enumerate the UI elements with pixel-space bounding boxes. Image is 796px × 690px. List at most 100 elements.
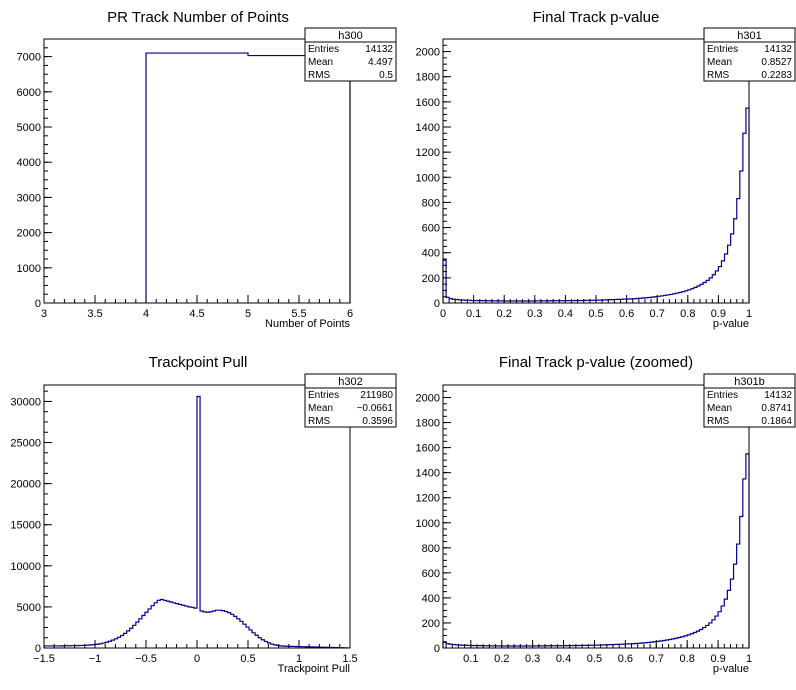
x-tick-label: 0 [194, 653, 200, 665]
stats-box-frame [703, 27, 796, 82]
x-tick-label: 0.7 [649, 653, 664, 665]
stats-box-value: 14132 [764, 390, 792, 401]
y-tick-label: 400 [422, 248, 440, 260]
x-tick-label: 3.5 [87, 308, 102, 320]
x-tick-label: 0.9 [711, 308, 726, 320]
y-tick-label: 1800 [416, 418, 440, 430]
y-tick-label: 800 [422, 197, 440, 209]
y-tick-label: 800 [422, 543, 440, 555]
histogram-series [43, 395, 351, 649]
x-tick-label: 0.3 [527, 308, 542, 320]
x-tick-label: 6 [347, 308, 353, 320]
y-tick-label: 0 [35, 643, 41, 655]
x-tick-label: 5.5 [291, 308, 306, 320]
stats-box-value: 14132 [365, 44, 393, 55]
y-tick-label: 2000 [416, 393, 440, 405]
stats-box-value: 4.497 [368, 57, 393, 68]
stats-box-title: h300 [338, 30, 362, 42]
chart-title: Final Track p-value [533, 9, 660, 26]
x-tick-label: 0.5 [587, 653, 602, 665]
x-tick-label: −1.5 [33, 653, 55, 665]
y-tick-label: 4000 [17, 157, 41, 169]
x-tick-label: 0.3 [525, 653, 540, 665]
x-tick-label: 3 [41, 308, 47, 320]
stats-box-frame [304, 373, 397, 428]
x-tick-label: 1 [746, 653, 752, 665]
x-tick-label: 4.5 [189, 308, 204, 320]
y-tick-label: 30000 [10, 396, 41, 408]
y-tick-label: 1800 [416, 72, 440, 84]
x-tick-label: 0.5 [588, 308, 603, 320]
y-tick-label: 200 [422, 618, 440, 630]
y-tick-label: 1000 [416, 172, 440, 184]
stats-box-key: RMS [308, 70, 331, 81]
histogram-panel-h302: Trackpoint Pull 0 5000 10000 15000 20000 25000… [10, 354, 397, 675]
y-tick-label: 5000 [17, 122, 41, 134]
x-tick-label: 0.5 [240, 653, 255, 665]
stats-box-key: Entries [707, 390, 738, 401]
y-tick-label: 0 [35, 298, 41, 310]
stats-box-key: RMS [707, 416, 730, 427]
stats-box-key: Entries [308, 390, 339, 401]
stats-box-key: Mean [308, 57, 333, 68]
x-tick-label: 0.1 [466, 308, 481, 320]
x-axis-label: p-value [713, 663, 749, 675]
chart-title: PR Track Number of Points [107, 9, 289, 26]
y-tick-label: 25000 [10, 438, 41, 450]
y-tick-label: 1600 [416, 443, 440, 455]
y-tick-label: 15000 [10, 520, 41, 532]
stats-box-value: 0.8527 [761, 57, 792, 68]
y-tick-label: 0 [434, 643, 440, 655]
y-tick-label: 600 [422, 223, 440, 235]
histogram-panel-h301b: Final Track p-value (zoomed) 0 200 400 600 80… [416, 354, 796, 675]
stats-box: h302 Entries 211980 Mean −0.0661 RMS 0.3596 [304, 373, 397, 428]
x-tick-label: −1 [89, 653, 102, 665]
stats-box-value: 14132 [764, 44, 792, 55]
y-tick-label: 1200 [416, 147, 440, 159]
y-tick-label: 5000 [17, 602, 41, 614]
stats-box: h300 Entries 14132 Mean 4.497 RMS 0.5 [304, 27, 397, 82]
y-tick-label: 7000 [17, 52, 41, 64]
y-tick-label: 200 [422, 273, 440, 285]
y-tick-label: 600 [422, 568, 440, 580]
histogram-series [442, 453, 750, 648]
y-tick-label: 20000 [10, 479, 41, 491]
y-tick-label: 1000 [416, 518, 440, 530]
x-tick-label: 0.6 [618, 653, 633, 665]
y-tick-label: 1200 [416, 493, 440, 505]
stats-box-key: Mean [308, 403, 333, 414]
stats-box-title: h301 [737, 30, 761, 42]
x-axis-label: Number of Points [265, 318, 350, 330]
stats-box-key: Mean [707, 403, 732, 414]
y-tick-label: 2000 [416, 47, 440, 59]
stats-box-value: 0.1864 [761, 416, 792, 427]
stats-box-value: −0.0661 [357, 403, 394, 414]
x-tick-label: 0.4 [556, 653, 571, 665]
x-tick-label: 1 [746, 308, 752, 320]
x-axis-label: Trackpoint Pull [278, 663, 350, 675]
x-tick-label: 0.7 [650, 308, 665, 320]
y-tick-label: 2000 [17, 228, 41, 240]
stats-box-value: 0.3596 [362, 416, 393, 427]
x-tick-label: 0.2 [494, 653, 509, 665]
stats-box-title: h302 [338, 376, 362, 388]
y-tick-label: 3000 [17, 192, 41, 204]
x-tick-label: 0.8 [680, 653, 695, 665]
stats-box-key: RMS [707, 70, 730, 81]
x-tick-label: 4 [143, 308, 149, 320]
x-tick-label: 0.9 [710, 653, 725, 665]
stats-box-title: h301b [734, 376, 765, 388]
y-tick-label: 10000 [10, 561, 41, 573]
x-tick-label: 0.2 [497, 308, 512, 320]
x-tick-label: 0.1 [463, 653, 478, 665]
histogram-panel-h300: PR Track Number of Points010002000300040… [17, 9, 397, 330]
y-tick-label: 400 [422, 593, 440, 605]
chart-title: Final Track p-value (zoomed) [499, 354, 693, 371]
x-tick-label: 1.5 [342, 653, 357, 665]
stats-box-value: 0.8741 [761, 403, 792, 414]
x-tick-label: 0.6 [619, 308, 634, 320]
x-tick-label: −0.5 [135, 653, 157, 665]
y-tick-label: 6000 [17, 87, 41, 99]
